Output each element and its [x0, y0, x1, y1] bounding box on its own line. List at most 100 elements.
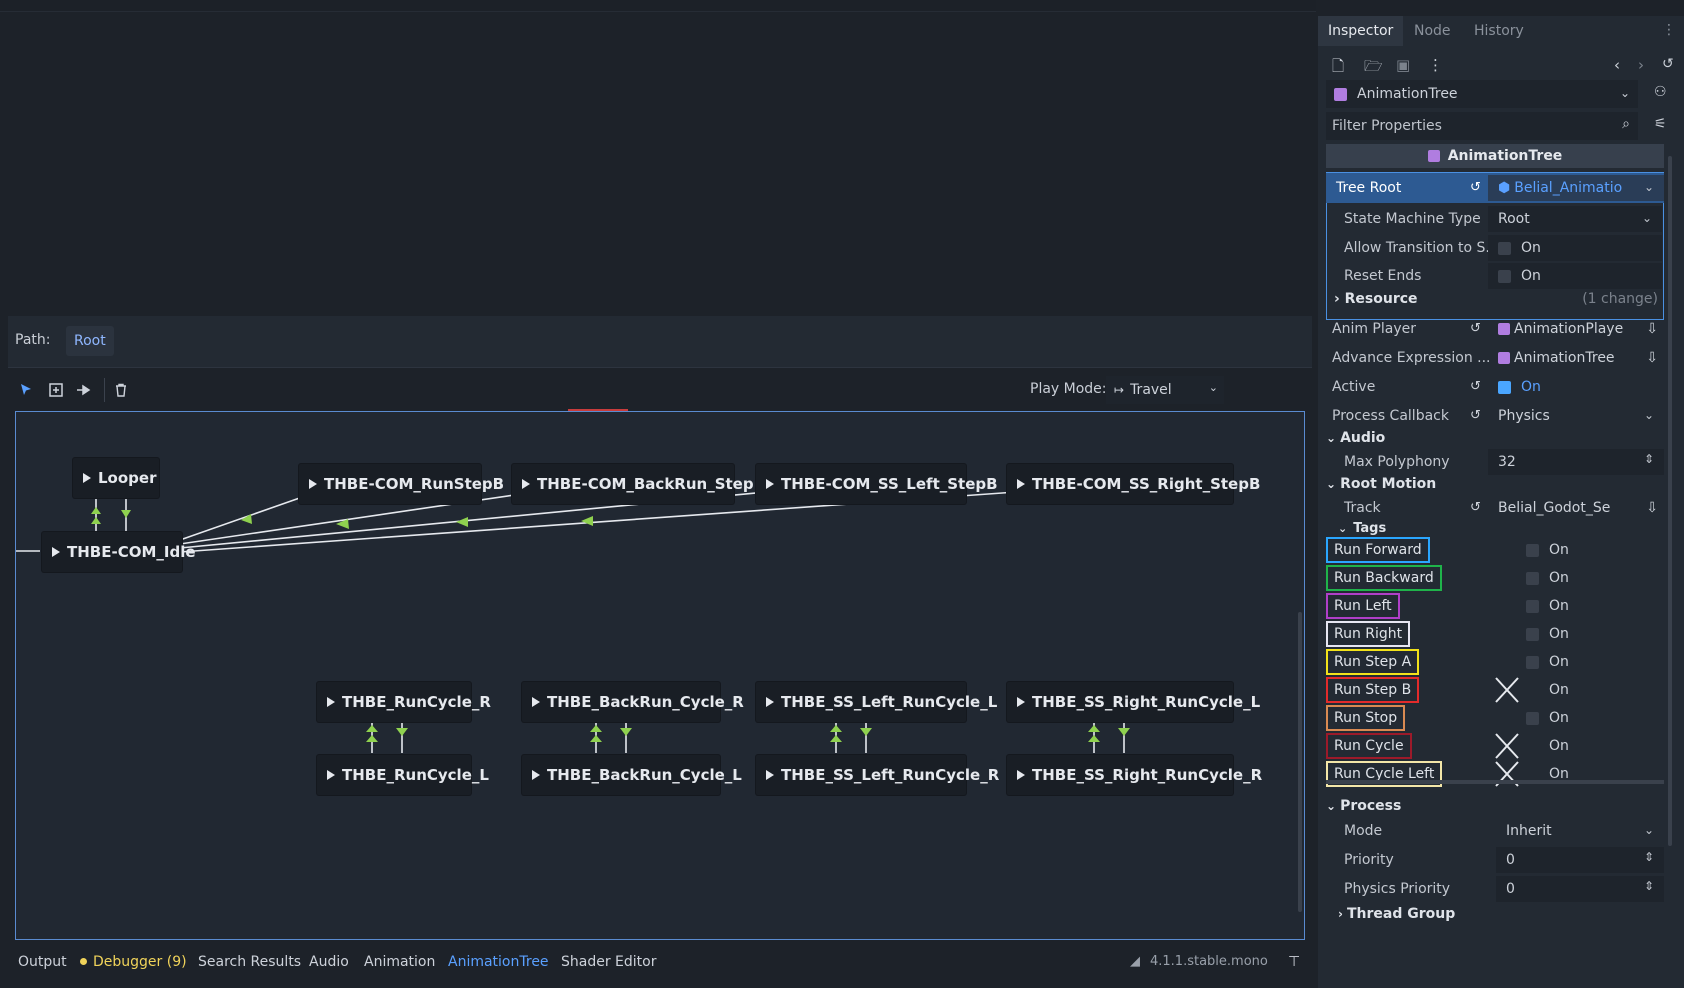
node-looper[interactable]: Looper — [73, 458, 159, 498]
section-root-motion[interactable]: ⌄ Root Motion — [1326, 472, 1664, 496]
tag-checkbox[interactable]: On — [1510, 565, 1660, 591]
tab-animationtree[interactable]: AnimationTree — [448, 954, 549, 970]
property-tree-root[interactable]: Tree Root ↺ ⬢ Belial_Animatio ⌄ — [1326, 173, 1664, 203]
tag-checkbox[interactable]: On — [1510, 621, 1660, 647]
node-backrun-cycle-r[interactable]: THBE_BackRun_Cycle_R — [522, 682, 744, 722]
tab-output[interactable]: Output — [18, 954, 67, 970]
path-root-button[interactable]: Root — [66, 326, 114, 356]
tab-search-results[interactable]: Search Results — [198, 954, 302, 970]
3d-viewport[interactable] — [0, 0, 1316, 316]
tab-menu-icon[interactable]: ⋮ — [1662, 22, 1676, 38]
pick-track-icon[interactable]: ⇩ — [1646, 500, 1658, 516]
mode-select[interactable]: Inherit ⌄ — [1496, 818, 1664, 844]
revert-icon[interactable]: ↺ — [1470, 408, 1481, 423]
node-runstepb[interactable]: THBE-COM_RunStepB — [299, 464, 504, 504]
section-tags[interactable]: ⌄ Tags — [1338, 516, 1676, 540]
revert-icon[interactable]: ↺ — [1470, 180, 1481, 195]
connect-tool-button[interactable] — [72, 378, 96, 402]
state-machine-type-select[interactable]: Root ⌄ — [1488, 206, 1662, 232]
chevron-down-icon: ⌄ — [1641, 211, 1652, 225]
node-ssleftstepb[interactable]: THBE-COM_SS_Left_StepB — [756, 464, 998, 504]
object-history-icon[interactable]: ↺ — [1662, 56, 1674, 72]
revert-icon[interactable]: ↺ — [1470, 321, 1481, 336]
delete-button[interactable] — [109, 378, 133, 402]
filter-properties-input[interactable]: Filter Properties ⌕ — [1326, 112, 1638, 140]
state-machine-graph[interactable]: Looper THBE-COM_Idle THBE-COM_RunStepB T… — [15, 409, 1305, 940]
property-anim-player: Anim Player ↺ AnimationPlaye ⇩ — [1326, 314, 1664, 344]
process-callback-select[interactable]: Physics ⌄ — [1488, 403, 1664, 429]
section-audio[interactable]: ⌄ Audio — [1326, 426, 1664, 450]
tag-row: Run Cycle Left On — [1318, 760, 1678, 788]
more-options-icon[interactable]: ⋮ — [1428, 56, 1443, 74]
property-label: Tree Root — [1336, 180, 1402, 196]
node-ssrightstepb[interactable]: THBE-COM_SS_Right_StepB — [1007, 464, 1260, 504]
create-node-button[interactable] — [44, 378, 68, 402]
tab-inspector[interactable]: Inspector — [1318, 16, 1404, 46]
property-priority: Priority 0 ⇕ — [1326, 845, 1664, 875]
history-forward-icon[interactable]: › — [1638, 56, 1644, 74]
node-label: THBE-COM_RunStepB — [324, 475, 505, 493]
node-ss-left-runcycle-l[interactable]: THBE_SS_Left_RunCycle_L — [756, 682, 997, 722]
select-tool-button[interactable] — [14, 378, 38, 402]
active-checkbox[interactable]: On — [1488, 374, 1664, 400]
tag-checkbox[interactable]: On — [1510, 593, 1660, 619]
pick-node-icon[interactable]: ⇩ — [1646, 321, 1658, 337]
node-config-icon[interactable]: ⚇ — [1654, 84, 1667, 100]
property-mode: Mode Inherit ⌄ — [1326, 816, 1664, 846]
play-mode-select[interactable]: ↦ Travel ⌄ — [1106, 376, 1224, 404]
node-runcycle-r[interactable]: THBE_RunCycle_R — [317, 682, 491, 722]
new-resource-icon[interactable]: 🗋 — [1332, 57, 1345, 75]
tab-debugger[interactable]: Debugger (9) — [80, 954, 187, 970]
node-ss-left-runcycle-r[interactable]: THBE_SS_Left_RunCycle_R — [756, 755, 999, 795]
priority-spinbox[interactable]: 0 ⇕ — [1496, 847, 1664, 873]
open-folder-icon[interactable]: 🗁 — [1364, 57, 1383, 75]
reset-ends-checkbox[interactable]: On — [1488, 263, 1662, 289]
node-label: THBE_SS_Left_RunCycle_L — [781, 693, 998, 711]
node-idle[interactable]: THBE-COM_Idle — [42, 532, 196, 572]
node-ss-right-runcycle-l[interactable]: THBE_SS_Right_RunCycle_L — [1007, 682, 1260, 722]
animationtree-icon — [1498, 352, 1510, 364]
animationtree-icon — [1427, 150, 1440, 162]
tag-checkbox[interactable]: On — [1510, 733, 1660, 759]
spin-arrows-icon[interactable]: ⇕ — [1643, 452, 1654, 466]
tab-node[interactable]: Node — [1414, 23, 1451, 39]
tree-root-value[interactable]: ⬢ Belial_Animatio ⌄ — [1488, 175, 1664, 201]
anim-player-value[interactable]: AnimationPlaye ⇩ — [1488, 316, 1664, 342]
tab-shader-editor[interactable]: Shader Editor — [561, 954, 657, 970]
tag-checkbox[interactable]: On — [1510, 649, 1660, 675]
tag-label: Run Forward — [1326, 537, 1430, 563]
object-selector[interactable]: AnimationTree ⌄ — [1326, 80, 1638, 108]
pin-panel-icon[interactable]: ⊤ — [1288, 954, 1301, 970]
allow-transition-checkbox[interactable]: On — [1488, 235, 1662, 261]
tag-checkbox[interactable]: On — [1510, 761, 1660, 787]
spin-arrows-icon[interactable]: ⇕ — [1643, 850, 1654, 864]
resource-section[interactable]: › Resource (1 change) — [1326, 288, 1664, 310]
section-thread-group[interactable]: › Thread Group — [1338, 902, 1676, 926]
tab-animation[interactable]: Animation — [364, 954, 436, 970]
node-backrun-cycle-l[interactable]: THBE_BackRun_Cycle_L — [522, 755, 742, 795]
node-ss-right-runcycle-r[interactable]: THBE_SS_Right_RunCycle_R — [1007, 755, 1262, 795]
revert-icon[interactable]: ↺ — [1470, 500, 1481, 515]
inspector-scrollbar[interactable] — [1668, 156, 1672, 846]
save-icon[interactable]: ▣ — [1396, 56, 1411, 74]
spin-arrows-icon[interactable]: ⇕ — [1643, 879, 1654, 893]
pick-node-icon[interactable]: ⇩ — [1646, 350, 1658, 366]
filter-options-icon[interactable]: ⚟ — [1654, 116, 1667, 132]
tab-history[interactable]: History — [1474, 23, 1524, 39]
node-backrunstepb[interactable]: THBE-COM_BackRun_StepB — [512, 464, 765, 504]
chevron-down-icon: ⌄ — [1643, 823, 1654, 837]
advance-expression-value[interactable]: AnimationTree ⇩ — [1488, 345, 1664, 371]
node-label: THBE-COM_SS_Right_StepB — [1032, 475, 1261, 493]
tag-checkbox[interactable]: On — [1510, 705, 1660, 731]
graph-vscrollbar[interactable] — [1298, 612, 1302, 912]
node-runcycle-l[interactable]: THBE_RunCycle_L — [317, 755, 489, 795]
max-polyphony-spinbox[interactable]: 32 ⇕ — [1488, 449, 1664, 475]
revert-icon[interactable]: ↺ — [1470, 379, 1481, 394]
section-process[interactable]: ⌄ Process — [1326, 794, 1664, 818]
tag-checkbox[interactable]: On — [1510, 677, 1660, 703]
track-value[interactable]: Belial_Godot_Se ⇩ — [1488, 495, 1664, 521]
tab-audio[interactable]: Audio — [309, 954, 349, 970]
history-back-icon[interactable]: ‹ — [1614, 56, 1620, 74]
physics-priority-spinbox[interactable]: 0 ⇕ — [1496, 876, 1664, 902]
tag-checkbox[interactable]: On — [1510, 537, 1660, 563]
